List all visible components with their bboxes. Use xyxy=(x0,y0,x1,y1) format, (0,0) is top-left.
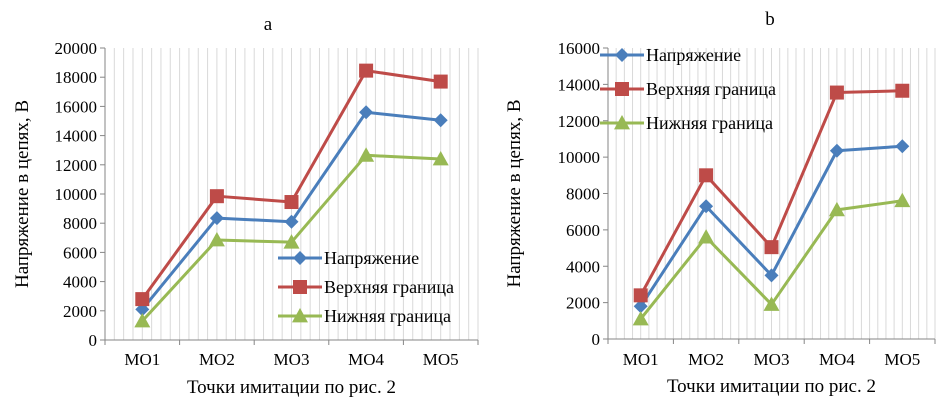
y-axis-label: Напряжение в цепях, В xyxy=(504,99,525,287)
x-tick-label: МО3 xyxy=(754,350,790,369)
data-point xyxy=(828,201,845,217)
x-tick-label: МО5 xyxy=(884,350,920,369)
legend-marker xyxy=(293,251,307,265)
y-tick-label: 6000 xyxy=(63,243,97,262)
data-point xyxy=(895,83,910,98)
data-point xyxy=(284,195,299,210)
series-1 xyxy=(633,139,910,314)
chart-a: 0 2000 4000 6000 8000 10000 12000 14000 16000 180… xyxy=(12,14,479,398)
series-2 xyxy=(633,83,910,303)
x-axis-label: Точки имитации по рис. 2 xyxy=(667,376,876,397)
x-tick-label: МО3 xyxy=(274,350,310,369)
data-point xyxy=(433,113,448,128)
legend-marker xyxy=(615,48,629,62)
y-tick-label: 10000 xyxy=(558,148,601,167)
data-point xyxy=(359,105,374,120)
data-point xyxy=(433,74,448,89)
data-point xyxy=(283,234,300,249)
legend-marker xyxy=(293,280,307,294)
data-point xyxy=(699,199,714,214)
data-point xyxy=(829,143,844,158)
data-point xyxy=(632,310,649,326)
y-tick-label: 14000 xyxy=(55,127,98,146)
series-3 xyxy=(134,147,449,328)
data-point xyxy=(763,296,780,311)
x-tick-label: МО1 xyxy=(623,350,659,369)
x-ticks: МО1 МО2 МО3 МО4 МО5 xyxy=(607,339,936,369)
chart-b: 0 2000 4000 6000 8000 10000 12000 14000 16000 МО1… xyxy=(504,9,936,397)
legend-label: Верхняя граница xyxy=(324,277,454,297)
data-point xyxy=(208,231,225,247)
legend-label: Напряжение xyxy=(324,248,419,268)
y-tick-label: 20000 xyxy=(55,39,98,58)
legend-item: Нижняя граница xyxy=(600,113,773,133)
x-tick-label: МО5 xyxy=(423,350,459,369)
data-point xyxy=(633,299,648,314)
legend-label: Нижняя граница xyxy=(646,113,773,133)
y-ticks: 0 2000 4000 6000 8000 10000 12000 14000 16000 xyxy=(558,39,608,349)
legend-marker xyxy=(292,308,308,323)
data-point xyxy=(633,288,648,303)
legend-item: Верхняя граница xyxy=(600,79,776,99)
legend-marker xyxy=(614,115,630,130)
legend-label: Нижняя граница xyxy=(324,306,451,326)
y-tick-label: 16000 xyxy=(55,97,98,116)
data-point xyxy=(895,139,910,154)
x-ticks: МО1 МО2 МО3 МО4 МО5 xyxy=(104,340,479,369)
data-point xyxy=(698,229,715,244)
y-tick-label: 16000 xyxy=(558,39,601,58)
y-tick-label: 0 xyxy=(89,331,98,350)
x-tick-label: МО4 xyxy=(819,350,855,369)
x-tick-label: МО2 xyxy=(688,350,724,369)
data-point xyxy=(432,150,449,166)
data-point xyxy=(894,192,911,208)
y-tick-label: 12000 xyxy=(55,156,98,175)
legend-label: Верхняя граница xyxy=(646,79,776,99)
legend-item: Верхняя граница xyxy=(278,277,454,297)
data-point xyxy=(135,292,150,307)
y-tick-label: 4000 xyxy=(566,257,600,276)
y-tick-label: 2000 xyxy=(566,294,600,313)
y-tick-label: 2000 xyxy=(63,302,97,321)
data-point xyxy=(764,268,779,283)
chart-title: b xyxy=(765,9,775,30)
series-2 xyxy=(135,63,448,307)
legend: Напряжение Верхняя граница Нижняя граница xyxy=(278,248,454,326)
legend-label: Напряжение xyxy=(646,45,741,65)
data-point xyxy=(699,168,714,183)
legend-item: Напряжение xyxy=(278,248,419,268)
y-tick-label: 12000 xyxy=(558,112,601,131)
y-axis-label: Напряжение в цепях, В xyxy=(12,100,33,288)
chart-title: a xyxy=(264,14,273,35)
data-point xyxy=(209,211,224,226)
series-1 xyxy=(135,105,448,317)
y-tick-label: 14000 xyxy=(558,75,601,94)
y-tick-label: 8000 xyxy=(63,214,97,233)
data-point xyxy=(209,189,224,204)
y-tick-label: 6000 xyxy=(566,221,600,240)
x-tick-label: МО2 xyxy=(199,350,235,369)
y-tick-label: 18000 xyxy=(55,68,98,87)
data-point xyxy=(358,147,375,162)
y-tick-label: 8000 xyxy=(566,185,600,204)
legend-item: Нижняя граница xyxy=(278,306,451,326)
y-tick-label: 0 xyxy=(592,330,601,349)
legend-marker xyxy=(615,82,629,96)
y-ticks: 0 2000 4000 6000 8000 10000 12000 14000 16000 180… xyxy=(55,39,105,350)
data-point xyxy=(284,214,299,229)
x-axis-label: Точки имитации по рис. 2 xyxy=(187,377,396,398)
x-tick-label: МО1 xyxy=(124,350,160,369)
data-point xyxy=(764,240,779,255)
y-tick-label: 10000 xyxy=(55,185,98,204)
data-point xyxy=(829,85,844,100)
legend: Напряжение Верхняя граница Нижняя граница xyxy=(600,45,776,133)
series-3 xyxy=(632,192,911,326)
data-point xyxy=(134,313,151,328)
data-point xyxy=(359,63,374,78)
x-tick-label: МО4 xyxy=(348,350,384,369)
y-tick-label: 4000 xyxy=(63,273,97,292)
legend-item: Напряжение xyxy=(600,45,741,65)
